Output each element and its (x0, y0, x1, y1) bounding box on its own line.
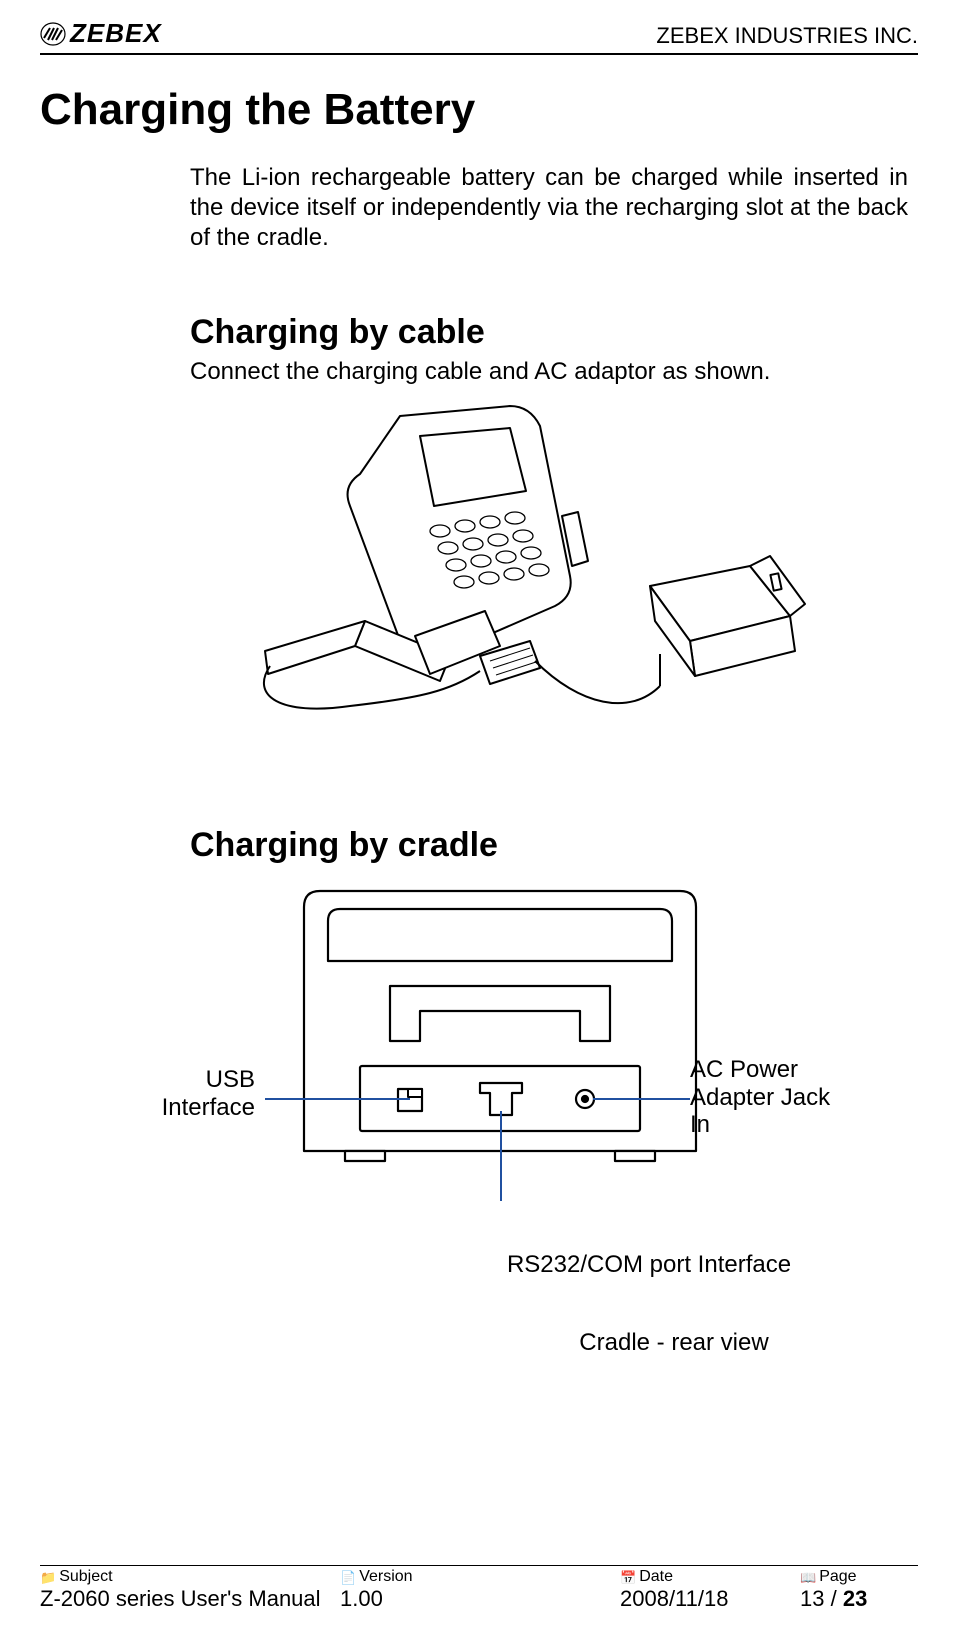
footer-subject-label: Subject (59, 1568, 112, 1586)
logo: ZEBEX (40, 18, 162, 49)
footer-page-total: 23 (843, 1586, 867, 1611)
intro-paragraph: The Li-ion rechargeable battery can be c… (190, 163, 908, 253)
cradle-figure: USB Interface AC Power Adapter Jack In (150, 871, 870, 1231)
cradle-section: USB Interface AC Power Adapter Jack In R… (190, 871, 908, 1357)
callout-rs232: RS232/COM port Interface (390, 1251, 908, 1279)
footer-version-label: Version (359, 1568, 412, 1586)
footer-version-value: 1.00 (340, 1586, 620, 1612)
footer-date-value: 2008/11/18 (620, 1586, 800, 1612)
logo-mark-icon (40, 22, 66, 46)
footer-page-sep: / (824, 1586, 842, 1611)
page-footer: 📁Subject Z-2060 series User's Manual 📄Ve… (40, 1565, 918, 1612)
body-content: The Li-ion rechargeable battery can be c… (190, 163, 908, 1357)
page-title: Charging the Battery (40, 85, 918, 135)
footer-subject-value: Z-2060 series User's Manual (40, 1586, 340, 1612)
callout-ac: AC Power Adapter Jack In (690, 1056, 850, 1139)
cradle-caption: Cradle - rear view (440, 1329, 908, 1357)
footer-page: 📖Page 13 / 23 (800, 1568, 918, 1612)
footer-page-label: Page (819, 1568, 856, 1586)
callout-usb: USB Interface (115, 1066, 255, 1121)
book-icon: 📖 (800, 1571, 816, 1584)
footer-date-label: Date (639, 1568, 673, 1586)
section-cable-text: Connect the charging cable and AC adapto… (190, 358, 908, 386)
cable-diagram-icon (190, 396, 810, 756)
section-cradle-heading: Charging by cradle (190, 826, 908, 865)
folder-icon: 📁 (40, 1571, 56, 1584)
calendar-icon: 📅 (620, 1571, 636, 1584)
company-name: ZEBEX INDUSTRIES INC. (656, 23, 918, 49)
cable-figure (190, 396, 908, 756)
cradle-diagram-icon (150, 871, 870, 1231)
doc-icon: 📄 (340, 1571, 356, 1584)
footer-subject: 📁Subject Z-2060 series User's Manual (40, 1568, 340, 1612)
page-header: ZEBEX ZEBEX INDUSTRIES INC. (40, 18, 918, 55)
logo-text: ZEBEX (70, 18, 162, 49)
footer-date: 📅Date 2008/11/18 (620, 1568, 800, 1612)
footer-version: 📄Version 1.00 (340, 1568, 620, 1612)
footer-page-current: 13 (800, 1586, 824, 1611)
section-cable-heading: Charging by cable (190, 313, 908, 352)
